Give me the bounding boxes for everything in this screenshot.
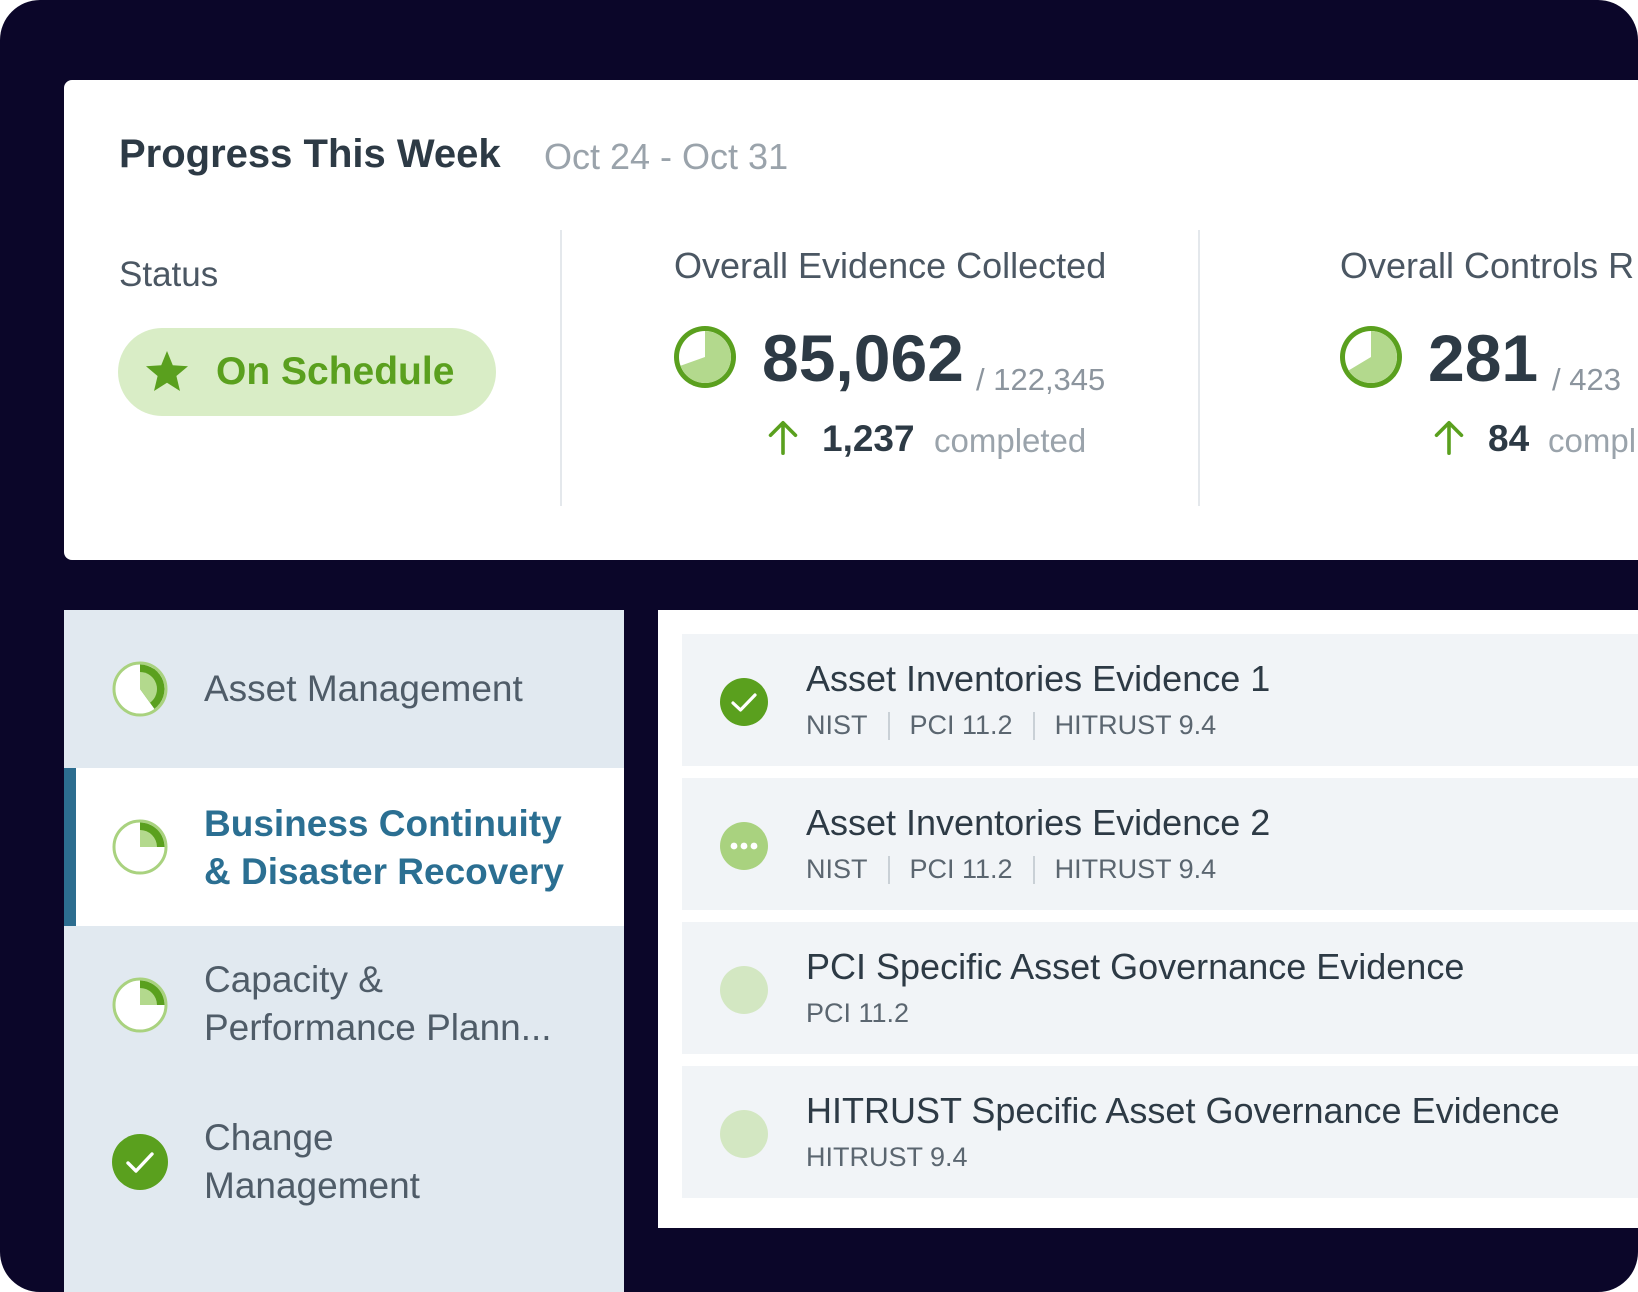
check-circle-icon xyxy=(720,678,768,726)
progress-pie-icon xyxy=(1340,326,1402,388)
status-badge: On Schedule xyxy=(118,328,496,416)
metric-value: 281 xyxy=(1428,321,1539,395)
metric-title: Overall Evidence Collected xyxy=(674,245,1107,286)
framework-tag: PCI 11.2 xyxy=(806,998,910,1028)
metric-delta: 1,237 xyxy=(822,418,915,459)
pie-slice-inner xyxy=(140,672,157,703)
evidence-title: Asset Inventories Evidence 2 xyxy=(806,802,1271,843)
sidebar-item-label: Performance Plann... xyxy=(204,1007,552,1048)
sidebar-item-asset-management[interactable]: Asset Management xyxy=(64,610,624,768)
framework-tag: HITRUST 9.4 xyxy=(806,1142,968,1172)
framework-tag: PCI 11.2 xyxy=(909,710,1013,740)
evidence-item[interactable]: Asset Inventories Evidence 2 NIST PCI 11… xyxy=(682,778,1638,910)
tag-separator xyxy=(1032,855,1035,884)
evidence-title: HITRUST Specific Asset Governance Eviden… xyxy=(806,1090,1560,1131)
pie-slice xyxy=(680,331,731,383)
category-sidebar: Asset Management Business Continuity & D… xyxy=(64,610,624,1292)
framework-tag: PCI 11.2 xyxy=(909,854,1013,884)
evidence-item[interactable]: HITRUST Specific Asset Governance Eviden… xyxy=(682,1066,1638,1198)
status-label: Status xyxy=(119,255,219,294)
evidence-item[interactable]: PCI Specific Asset Governance Evidence P… xyxy=(682,922,1638,1054)
sidebar-item-label: & Disaster Recovery xyxy=(204,851,564,892)
pie-slice-inner xyxy=(140,830,157,847)
arrow-up-icon xyxy=(1434,420,1464,456)
status-value: On Schedule xyxy=(216,350,455,393)
evidence-item[interactable]: Asset Inventories Evidence 1 NIST PCI 11… xyxy=(682,634,1638,766)
evidence-tags: PCI 11.2 xyxy=(806,998,909,1029)
framework-tag: HITRUST 9.4 xyxy=(1054,854,1217,884)
framework-tag: NIST xyxy=(806,710,868,740)
sidebar-item-label: Asset Management xyxy=(204,668,523,709)
progress-pie-icon xyxy=(112,977,168,1033)
pie-slice xyxy=(1348,331,1397,383)
sidebar-item-business-continuity[interactable]: Business Continuity & Disaster Recovery xyxy=(64,768,624,926)
tag-separator xyxy=(887,855,890,884)
sidebar-item-capacity-planning[interactable]: Capacity & Performance Plann... xyxy=(64,926,624,1084)
sidebar-item-label: Management xyxy=(204,1165,420,1206)
evidence-title: Asset Inventories Evidence 1 xyxy=(806,658,1271,699)
evidence-title: PCI Specific Asset Governance Evidence xyxy=(806,946,1465,987)
date-range: Oct 24 - Oct 31 xyxy=(544,136,789,177)
evidence-tags: HITRUST 9.4 xyxy=(806,1142,968,1173)
empty-circle-icon xyxy=(720,1110,768,1158)
divider xyxy=(1198,230,1200,506)
evidence-tags: NIST PCI 11.2 HITRUST 9.4 xyxy=(806,710,1216,741)
evidence-tags: NIST PCI 11.2 HITRUST 9.4 xyxy=(806,854,1216,885)
sidebar-item-label: Capacity & xyxy=(204,959,383,1000)
progress-pie-icon xyxy=(112,819,168,875)
tag-separator xyxy=(1032,711,1035,740)
progress-title: Progress This Week xyxy=(119,132,501,176)
active-indicator xyxy=(64,768,76,926)
pie-slice-inner xyxy=(140,988,157,1005)
progress-card: Progress This Week Oct 24 - Oct 31 Statu… xyxy=(64,80,1638,560)
sidebar-item-change-management[interactable]: Change Management xyxy=(64,1084,624,1242)
metric-delta-label: compl xyxy=(1548,422,1637,459)
evidence-panel: Asset Inventories Evidence 1 NIST PCI 11… xyxy=(658,610,1638,1228)
metric-value: 85,062 xyxy=(762,321,964,395)
metric-delta-label: completed xyxy=(934,422,1087,459)
metric-total: / 423 xyxy=(1552,362,1621,397)
framework-tag: HITRUST 9.4 xyxy=(1054,710,1217,740)
check-circle-icon xyxy=(112,1134,168,1190)
empty-circle-icon xyxy=(720,966,768,1014)
more-dots-icon xyxy=(720,822,768,870)
sidebar-item-label: Change xyxy=(204,1117,334,1158)
metric-delta: 84 xyxy=(1488,418,1530,459)
sidebar-item-label: Business Continuity xyxy=(204,803,562,844)
progress-pie-icon xyxy=(674,326,736,388)
framework-tag: NIST xyxy=(806,854,868,884)
metric-title: Overall Controls R xyxy=(1340,245,1635,286)
tag-separator xyxy=(887,711,890,740)
arrow-up-icon xyxy=(768,420,798,456)
divider xyxy=(560,230,562,506)
progress-pie-icon xyxy=(112,661,168,717)
star-icon xyxy=(146,351,188,391)
metric-total: / 122,345 xyxy=(976,362,1106,397)
